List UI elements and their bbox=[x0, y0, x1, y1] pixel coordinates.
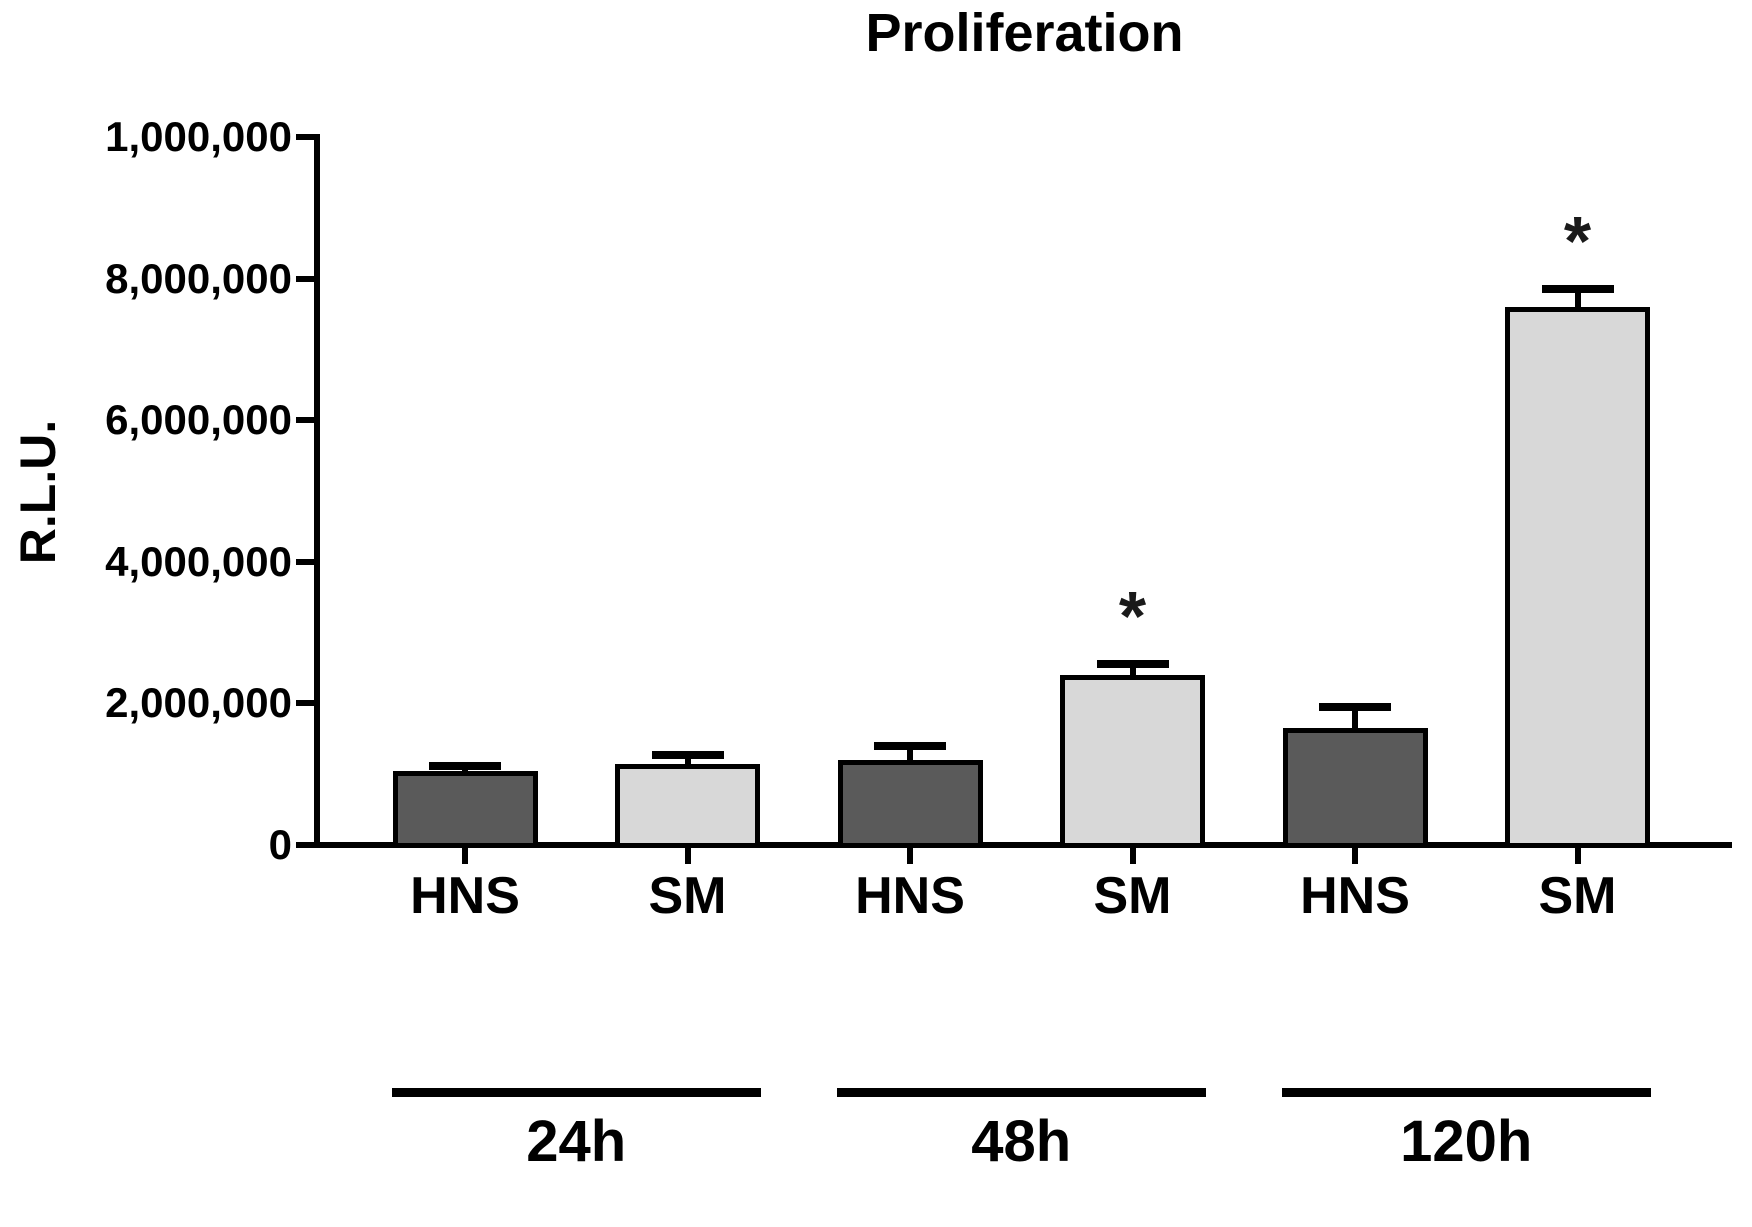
group-underline-48h bbox=[837, 1088, 1206, 1097]
y-axis-tick bbox=[296, 275, 317, 282]
x-axis-line bbox=[314, 842, 1732, 848]
group-underline-24h bbox=[392, 1088, 761, 1097]
y-axis-tick bbox=[296, 134, 317, 140]
error-bar-cap bbox=[429, 761, 501, 770]
y-axis-line bbox=[314, 134, 320, 848]
significance-asterisk: * bbox=[1118, 576, 1147, 655]
y-tick-label: 4,000,000 bbox=[105, 537, 292, 585]
significance-asterisk: * bbox=[1563, 202, 1592, 281]
y-axis-tick bbox=[296, 700, 317, 707]
bar-24h-hns bbox=[392, 770, 538, 848]
y-axis-tick bbox=[296, 842, 317, 848]
x-axis-tick bbox=[1352, 848, 1358, 864]
error-bar-stem bbox=[1574, 289, 1581, 309]
error-bar-cap bbox=[651, 751, 724, 760]
bar-120h-sm bbox=[1505, 306, 1650, 848]
group-underline-120h bbox=[1282, 1088, 1651, 1097]
y-tick-label: 8,000,000 bbox=[105, 254, 292, 302]
x-axis-tick bbox=[1574, 848, 1581, 864]
bar-label-sm: SM bbox=[1538, 867, 1617, 925]
group-label-120h: 120h bbox=[1400, 1109, 1533, 1174]
error-bar-cap bbox=[1096, 659, 1169, 668]
y-tick-label: 1,000,000 bbox=[105, 113, 292, 160]
x-axis-tick bbox=[684, 848, 691, 864]
error-bar-cap bbox=[874, 741, 946, 750]
bar-24h-sm bbox=[615, 763, 760, 848]
bar-label-sm: SM bbox=[648, 867, 727, 925]
bar-48h-hns bbox=[837, 760, 983, 848]
bar-120h-hns bbox=[1282, 728, 1428, 848]
error-bar-stem bbox=[1352, 706, 1358, 731]
error-bar-cap bbox=[1541, 285, 1614, 294]
y-tick-label: 0 bbox=[268, 821, 292, 868]
bar-48h-sm bbox=[1060, 675, 1205, 848]
y-axis-tick bbox=[296, 558, 317, 565]
error-bar-cap bbox=[1319, 702, 1391, 711]
y-axis-tick bbox=[296, 417, 317, 424]
x-axis-tick bbox=[907, 848, 913, 864]
bar-label-sm: SM bbox=[1093, 867, 1172, 925]
bar-label-hns: HNS bbox=[1300, 867, 1410, 925]
x-axis-tick bbox=[1129, 848, 1136, 864]
bar-label-hns: HNS bbox=[410, 867, 520, 925]
group-label-48h: 48h bbox=[971, 1109, 1072, 1174]
x-axis-tick bbox=[462, 848, 468, 864]
error-bar-stem bbox=[907, 745, 913, 763]
bar-label-hns: HNS bbox=[855, 867, 965, 925]
y-tick-label: 2,000,000 bbox=[105, 679, 292, 727]
error-bar-stem bbox=[684, 755, 691, 766]
chart-title: Proliferation bbox=[865, 3, 1184, 63]
group-label-24h: 24h bbox=[526, 1109, 627, 1174]
y-tick-label: 6,000,000 bbox=[105, 396, 292, 444]
error-bar-stem bbox=[1129, 663, 1136, 678]
